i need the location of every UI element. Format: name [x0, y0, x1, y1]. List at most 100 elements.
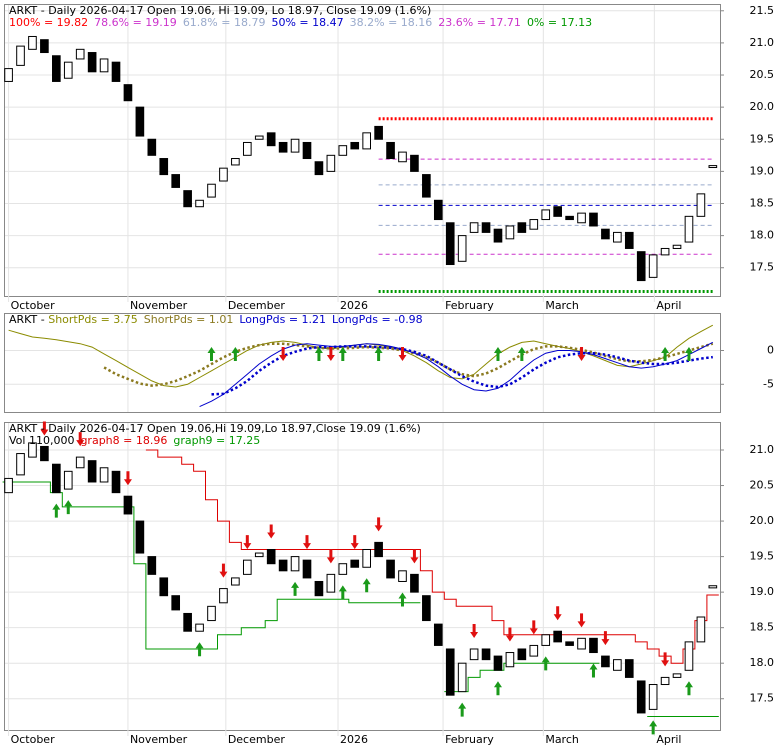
x-tick-label: March — [545, 299, 579, 312]
indicator-panel — [4, 313, 721, 413]
sell-arrow — [398, 347, 407, 361]
x-tick-label: March — [545, 733, 579, 745]
candle — [123, 495, 133, 515]
buy-arrow — [195, 642, 204, 657]
candle — [529, 219, 539, 230]
buy-arrow — [52, 503, 61, 518]
sell-arrow — [505, 627, 514, 642]
candle — [326, 154, 336, 172]
stop-line — [145, 449, 719, 664]
candle — [529, 644, 539, 657]
candle — [624, 231, 634, 249]
y-tick-label: 20.5 — [750, 68, 775, 81]
buy-arrow — [684, 347, 693, 361]
y-tick-label: 21.0 — [750, 36, 775, 49]
candle — [242, 559, 252, 575]
candle — [52, 55, 61, 82]
candle — [433, 623, 443, 646]
candle — [708, 165, 718, 169]
title: ARKT - Daily 2026-04-17 Open 19.06,Hi 19… — [9, 422, 421, 435]
candle — [398, 570, 407, 582]
sell-arrow — [243, 535, 252, 550]
x-tick-label: April — [656, 299, 681, 312]
candle — [207, 605, 216, 622]
legend-entry: ShortPds = 1.01 — [144, 313, 234, 326]
candle — [589, 212, 598, 227]
candle — [338, 145, 348, 156]
candle — [338, 563, 348, 575]
fib-label: 38.2% = 18.16 — [350, 16, 433, 29]
candle — [290, 138, 300, 153]
sell-arrow — [279, 347, 288, 361]
series-line — [8, 324, 714, 388]
candle — [350, 141, 360, 150]
x-tick-label: November — [130, 733, 188, 745]
buy-arrow — [231, 347, 240, 361]
candle — [135, 106, 145, 137]
candle — [111, 61, 121, 82]
candle — [159, 577, 169, 597]
buy-arrow — [338, 585, 347, 600]
fib-legend: 100% = 19.82 78.6% = 19.19 61.8% = 18.79 50… — [9, 16, 592, 29]
candle — [99, 58, 109, 73]
legend: ARKT - Daily 2026-04-17 Open 19.06, Hi 1… — [9, 4, 431, 17]
y-tick-label: 18.0 — [750, 656, 775, 669]
x-tick-label: 2026 — [340, 733, 368, 745]
candle — [577, 637, 586, 650]
candle — [469, 648, 479, 661]
candle — [636, 680, 646, 714]
y-tick-label: 18.5 — [750, 196, 775, 209]
fib-label: 23.6% = 17.71 — [438, 16, 521, 29]
x-tick-label: 2026 — [340, 299, 368, 312]
buy-arrow — [541, 656, 550, 671]
title: ARKT - Daily 2026-04-17 Open 19.06, Hi 1… — [9, 4, 431, 17]
candle — [469, 222, 479, 233]
series-line — [199, 341, 714, 408]
sell-arrow — [601, 631, 610, 646]
candle — [601, 655, 610, 668]
candle — [374, 125, 383, 140]
candle — [696, 616, 706, 643]
legend-entry: LongPds = -0.98 — [332, 313, 423, 326]
buy-arrow — [398, 592, 407, 607]
candle — [648, 684, 658, 710]
candle — [648, 254, 658, 278]
candle — [660, 247, 670, 256]
sell-arrow — [350, 535, 359, 550]
candle — [87, 460, 97, 483]
sell-arrow — [326, 549, 335, 564]
buy-arrow — [493, 347, 502, 361]
candle — [302, 559, 312, 579]
candle — [135, 520, 145, 554]
fib-label: 50% = 18.47 — [271, 16, 343, 29]
candle — [314, 580, 324, 597]
signal-panel — [4, 422, 721, 731]
y-tick-label: 21.0 — [750, 443, 775, 456]
candle — [147, 556, 157, 575]
buy-arrow — [362, 578, 371, 593]
candle — [195, 623, 204, 632]
sell-arrow — [123, 471, 132, 486]
y-tick-label: 19.5 — [750, 132, 775, 145]
candle — [672, 244, 682, 249]
buy-arrow — [314, 347, 323, 361]
buy-arrow — [493, 681, 502, 696]
candle — [517, 222, 527, 233]
series-line — [103, 342, 714, 387]
candle — [171, 595, 181, 611]
candle — [75, 48, 85, 60]
candle — [696, 193, 706, 217]
candle — [278, 141, 288, 153]
sell-arrow — [267, 524, 276, 539]
y-tick-label: 18.5 — [750, 621, 775, 634]
candle — [624, 659, 634, 678]
legend-entry: graph9 = 17.25 — [173, 434, 260, 447]
candle — [445, 222, 455, 266]
candle — [386, 559, 395, 579]
candle — [350, 559, 360, 568]
sell-arrow — [470, 623, 479, 638]
candle — [362, 132, 371, 150]
legend: ARKT - ShortPds = 3.75 ShortPds = 1.01 Lon… — [9, 313, 423, 326]
sell-arrow — [40, 421, 49, 436]
candle — [589, 637, 598, 654]
